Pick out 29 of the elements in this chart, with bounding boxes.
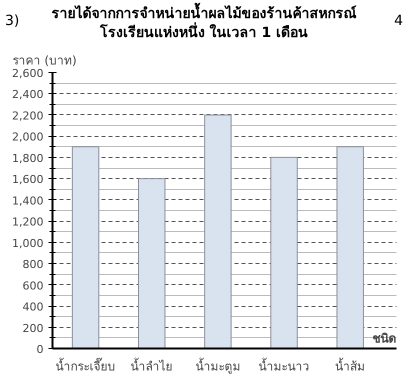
bar [204,114,232,348]
y-tick-label: 200 [22,322,44,335]
x-tick-label: น้ำลำไย [130,358,173,374]
y-tick-label: 1,000 [12,236,44,250]
bar [270,156,298,348]
y-tick-label: 1,800 [12,152,44,165]
x-tick-label: น้ำมะตูม [195,358,240,374]
y-tick-label: 0 [36,343,44,356]
y-tick-label: 2,400 [12,88,44,102]
y-axis-title: ราคา (บาท) [12,54,77,68]
y-tick-label: 800 [22,258,44,272]
y-tick-label: 2,600 [12,67,44,80]
y-tick-label: 2,200 [12,109,44,122]
text: 4 [394,12,403,31]
y-tick-label: 1,400 [12,194,44,208]
chart-title: รายได้จากการจำหน่ายน้ำผลไม้ของร้านค้าสหกรณ์ โรงเรียนแห่งหนึ่ง ในเวลา 1 เดือน [52,5,356,43]
x-axis-title: ชนิด [372,332,396,346]
text: 3) [5,12,20,31]
x-tick-label: น้ำส้ม [335,358,366,374]
y-tick-label: 600 [22,279,44,292]
y-tick-label: 1,200 [12,216,44,229]
x-tick-label: น้ำมะนาว [258,358,310,374]
y-tick-label: 1,600 [12,173,44,186]
y-tick-label: 400 [22,300,44,314]
x-tick-label: น้ำกระเจี๊ยบ [56,358,116,374]
bar [138,178,166,348]
bar [336,146,364,348]
y-tick-label: 2,000 [12,130,44,144]
bar [72,146,100,348]
